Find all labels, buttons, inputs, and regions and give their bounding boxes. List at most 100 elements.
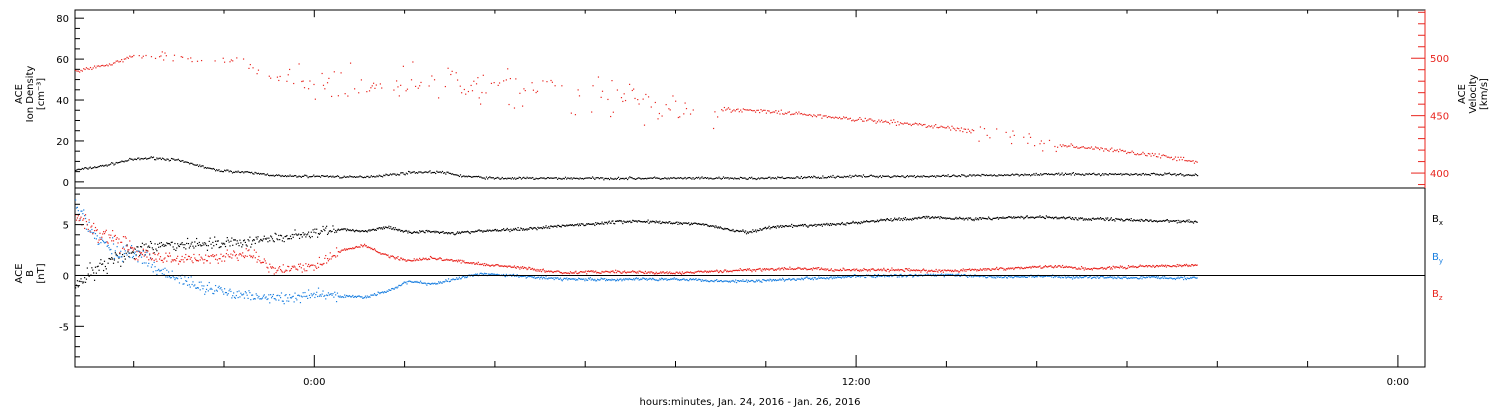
b-y-point bbox=[550, 277, 553, 279]
b-x-point bbox=[689, 224, 691, 226]
b-y-point bbox=[373, 293, 376, 295]
b-y-point bbox=[323, 295, 325, 297]
b-z-point bbox=[410, 260, 412, 262]
b-y-point bbox=[349, 295, 351, 297]
velocity-point bbox=[859, 116, 861, 119]
b-z-point bbox=[690, 272, 693, 274]
density-point bbox=[740, 177, 743, 179]
b-x-point bbox=[356, 230, 358, 232]
velocity-point bbox=[87, 68, 89, 70]
velocity-point bbox=[531, 82, 533, 84]
b-z-point bbox=[152, 252, 154, 254]
b-z-point bbox=[503, 265, 505, 268]
velocity-point bbox=[906, 122, 908, 124]
velocity-point bbox=[857, 118, 860, 120]
density-point bbox=[345, 176, 348, 178]
density-point bbox=[1172, 173, 1174, 176]
b-z-point bbox=[414, 260, 416, 262]
b-x-point bbox=[509, 230, 511, 233]
b-y-point bbox=[94, 233, 97, 235]
b-y-point bbox=[384, 291, 386, 293]
density-point bbox=[1121, 174, 1123, 176]
b-y-point bbox=[129, 256, 131, 259]
b-y-point bbox=[679, 279, 681, 282]
b-x-point bbox=[385, 226, 387, 228]
b-x-point bbox=[862, 221, 864, 223]
b-y-point bbox=[268, 294, 270, 296]
b-x-point bbox=[631, 221, 633, 223]
b-y-point bbox=[527, 275, 529, 277]
velocity-point bbox=[868, 118, 870, 120]
b-x-point bbox=[1149, 219, 1151, 221]
b-y-point bbox=[311, 295, 313, 297]
b-z-point bbox=[809, 268, 811, 270]
b-x-point bbox=[143, 244, 145, 246]
b-x-point bbox=[593, 223, 595, 225]
b-z-point bbox=[901, 269, 903, 271]
velocity-point bbox=[165, 55, 167, 57]
b-x-point bbox=[300, 233, 302, 236]
density-point bbox=[713, 178, 716, 180]
density-point bbox=[734, 177, 736, 179]
b-x-point bbox=[480, 229, 482, 232]
b-y-point bbox=[1068, 276, 1070, 278]
b-z-point bbox=[209, 262, 211, 264]
b-z-point bbox=[812, 267, 814, 269]
density-point bbox=[597, 177, 599, 179]
b-x-point bbox=[316, 228, 318, 230]
b-x-point bbox=[372, 228, 374, 231]
density-point bbox=[1096, 174, 1098, 176]
b-y-point bbox=[559, 278, 561, 280]
b-y-point bbox=[1082, 276, 1084, 279]
b-z-point bbox=[887, 268, 889, 270]
velocity-point bbox=[950, 129, 952, 131]
b-x-point bbox=[767, 227, 769, 229]
b-y-point bbox=[359, 295, 361, 298]
b-x-point bbox=[694, 222, 696, 224]
b-y-point bbox=[667, 278, 669, 281]
b-y-point bbox=[805, 276, 807, 278]
b-x-point bbox=[434, 231, 436, 234]
density-point bbox=[245, 171, 247, 173]
velocity-point bbox=[1077, 147, 1079, 149]
b-z-point bbox=[84, 214, 87, 216]
b-x-point bbox=[256, 238, 258, 240]
b-x-point bbox=[660, 222, 662, 225]
density-point bbox=[535, 177, 537, 179]
b-x-point bbox=[294, 229, 296, 231]
density-point bbox=[472, 176, 474, 178]
density-point bbox=[76, 169, 78, 171]
b-x-point bbox=[596, 222, 599, 224]
b-z-point bbox=[775, 269, 777, 271]
density-point bbox=[752, 178, 754, 180]
b-z-point bbox=[842, 267, 844, 269]
b-z-point bbox=[428, 258, 431, 260]
density-point bbox=[217, 170, 219, 172]
b-y-point bbox=[680, 279, 683, 281]
b-y-point bbox=[782, 278, 785, 281]
b-x-point bbox=[169, 244, 172, 246]
b-x-point bbox=[666, 222, 668, 224]
b-z-point bbox=[359, 246, 361, 248]
b-y-point bbox=[334, 291, 336, 293]
b-z-point bbox=[557, 270, 559, 272]
b-x-point bbox=[882, 219, 884, 221]
b-x-point bbox=[867, 221, 870, 223]
velocity-point bbox=[347, 95, 349, 97]
density-point bbox=[843, 175, 845, 177]
density-point bbox=[1046, 173, 1049, 176]
velocity-point bbox=[1059, 144, 1061, 146]
velocity-point bbox=[779, 113, 781, 115]
b-y-point bbox=[818, 276, 820, 278]
b-x-point bbox=[1139, 220, 1141, 222]
b-z-point bbox=[903, 270, 905, 272]
b-y-point bbox=[1089, 276, 1091, 278]
b-y-point bbox=[1175, 277, 1177, 279]
velocity-point bbox=[945, 127, 948, 129]
density-point bbox=[84, 167, 86, 169]
b-x-point bbox=[379, 227, 381, 229]
b-y-point bbox=[100, 242, 102, 244]
b-z-point bbox=[334, 255, 336, 257]
b-x-point bbox=[1052, 216, 1054, 219]
b-y-point bbox=[968, 275, 971, 277]
